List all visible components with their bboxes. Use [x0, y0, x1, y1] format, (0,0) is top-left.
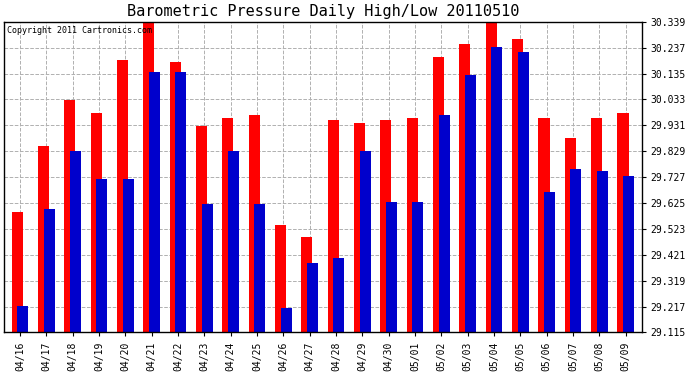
- Bar: [486, 21, 497, 332]
- Bar: [623, 176, 634, 332]
- Bar: [359, 151, 371, 332]
- Bar: [254, 204, 266, 332]
- Bar: [248, 116, 259, 332]
- Bar: [565, 138, 576, 332]
- Bar: [196, 126, 207, 332]
- Bar: [43, 209, 55, 332]
- Bar: [149, 72, 160, 332]
- Bar: [328, 120, 339, 332]
- Bar: [170, 62, 181, 332]
- Bar: [538, 118, 549, 332]
- Bar: [123, 179, 134, 332]
- Bar: [465, 75, 476, 332]
- Bar: [64, 100, 75, 332]
- Bar: [201, 204, 213, 332]
- Bar: [228, 151, 239, 332]
- Bar: [386, 202, 397, 332]
- Bar: [491, 47, 502, 332]
- Bar: [618, 113, 629, 332]
- Bar: [333, 258, 344, 332]
- Bar: [413, 202, 424, 332]
- Bar: [544, 192, 555, 332]
- Bar: [144, 21, 155, 332]
- Bar: [433, 57, 444, 332]
- Bar: [275, 225, 286, 332]
- Bar: [406, 118, 418, 332]
- Bar: [222, 118, 233, 332]
- Bar: [70, 151, 81, 332]
- Bar: [96, 179, 107, 332]
- Title: Barometric Pressure Daily High/Low 20110510: Barometric Pressure Daily High/Low 20110…: [127, 4, 519, 19]
- Bar: [38, 146, 49, 332]
- Bar: [302, 237, 313, 332]
- Bar: [518, 52, 529, 332]
- Bar: [307, 262, 318, 332]
- Bar: [17, 306, 28, 332]
- Bar: [90, 113, 101, 332]
- Bar: [571, 169, 582, 332]
- Bar: [354, 123, 365, 332]
- Bar: [597, 171, 608, 332]
- Bar: [591, 118, 602, 332]
- Bar: [281, 308, 292, 332]
- Bar: [175, 72, 186, 332]
- Bar: [117, 60, 128, 332]
- Bar: [380, 120, 391, 332]
- Bar: [512, 39, 523, 332]
- Text: Copyright 2011 Cartronics.com: Copyright 2011 Cartronics.com: [8, 26, 152, 35]
- Bar: [460, 44, 471, 332]
- Bar: [439, 116, 450, 332]
- Bar: [12, 212, 23, 332]
